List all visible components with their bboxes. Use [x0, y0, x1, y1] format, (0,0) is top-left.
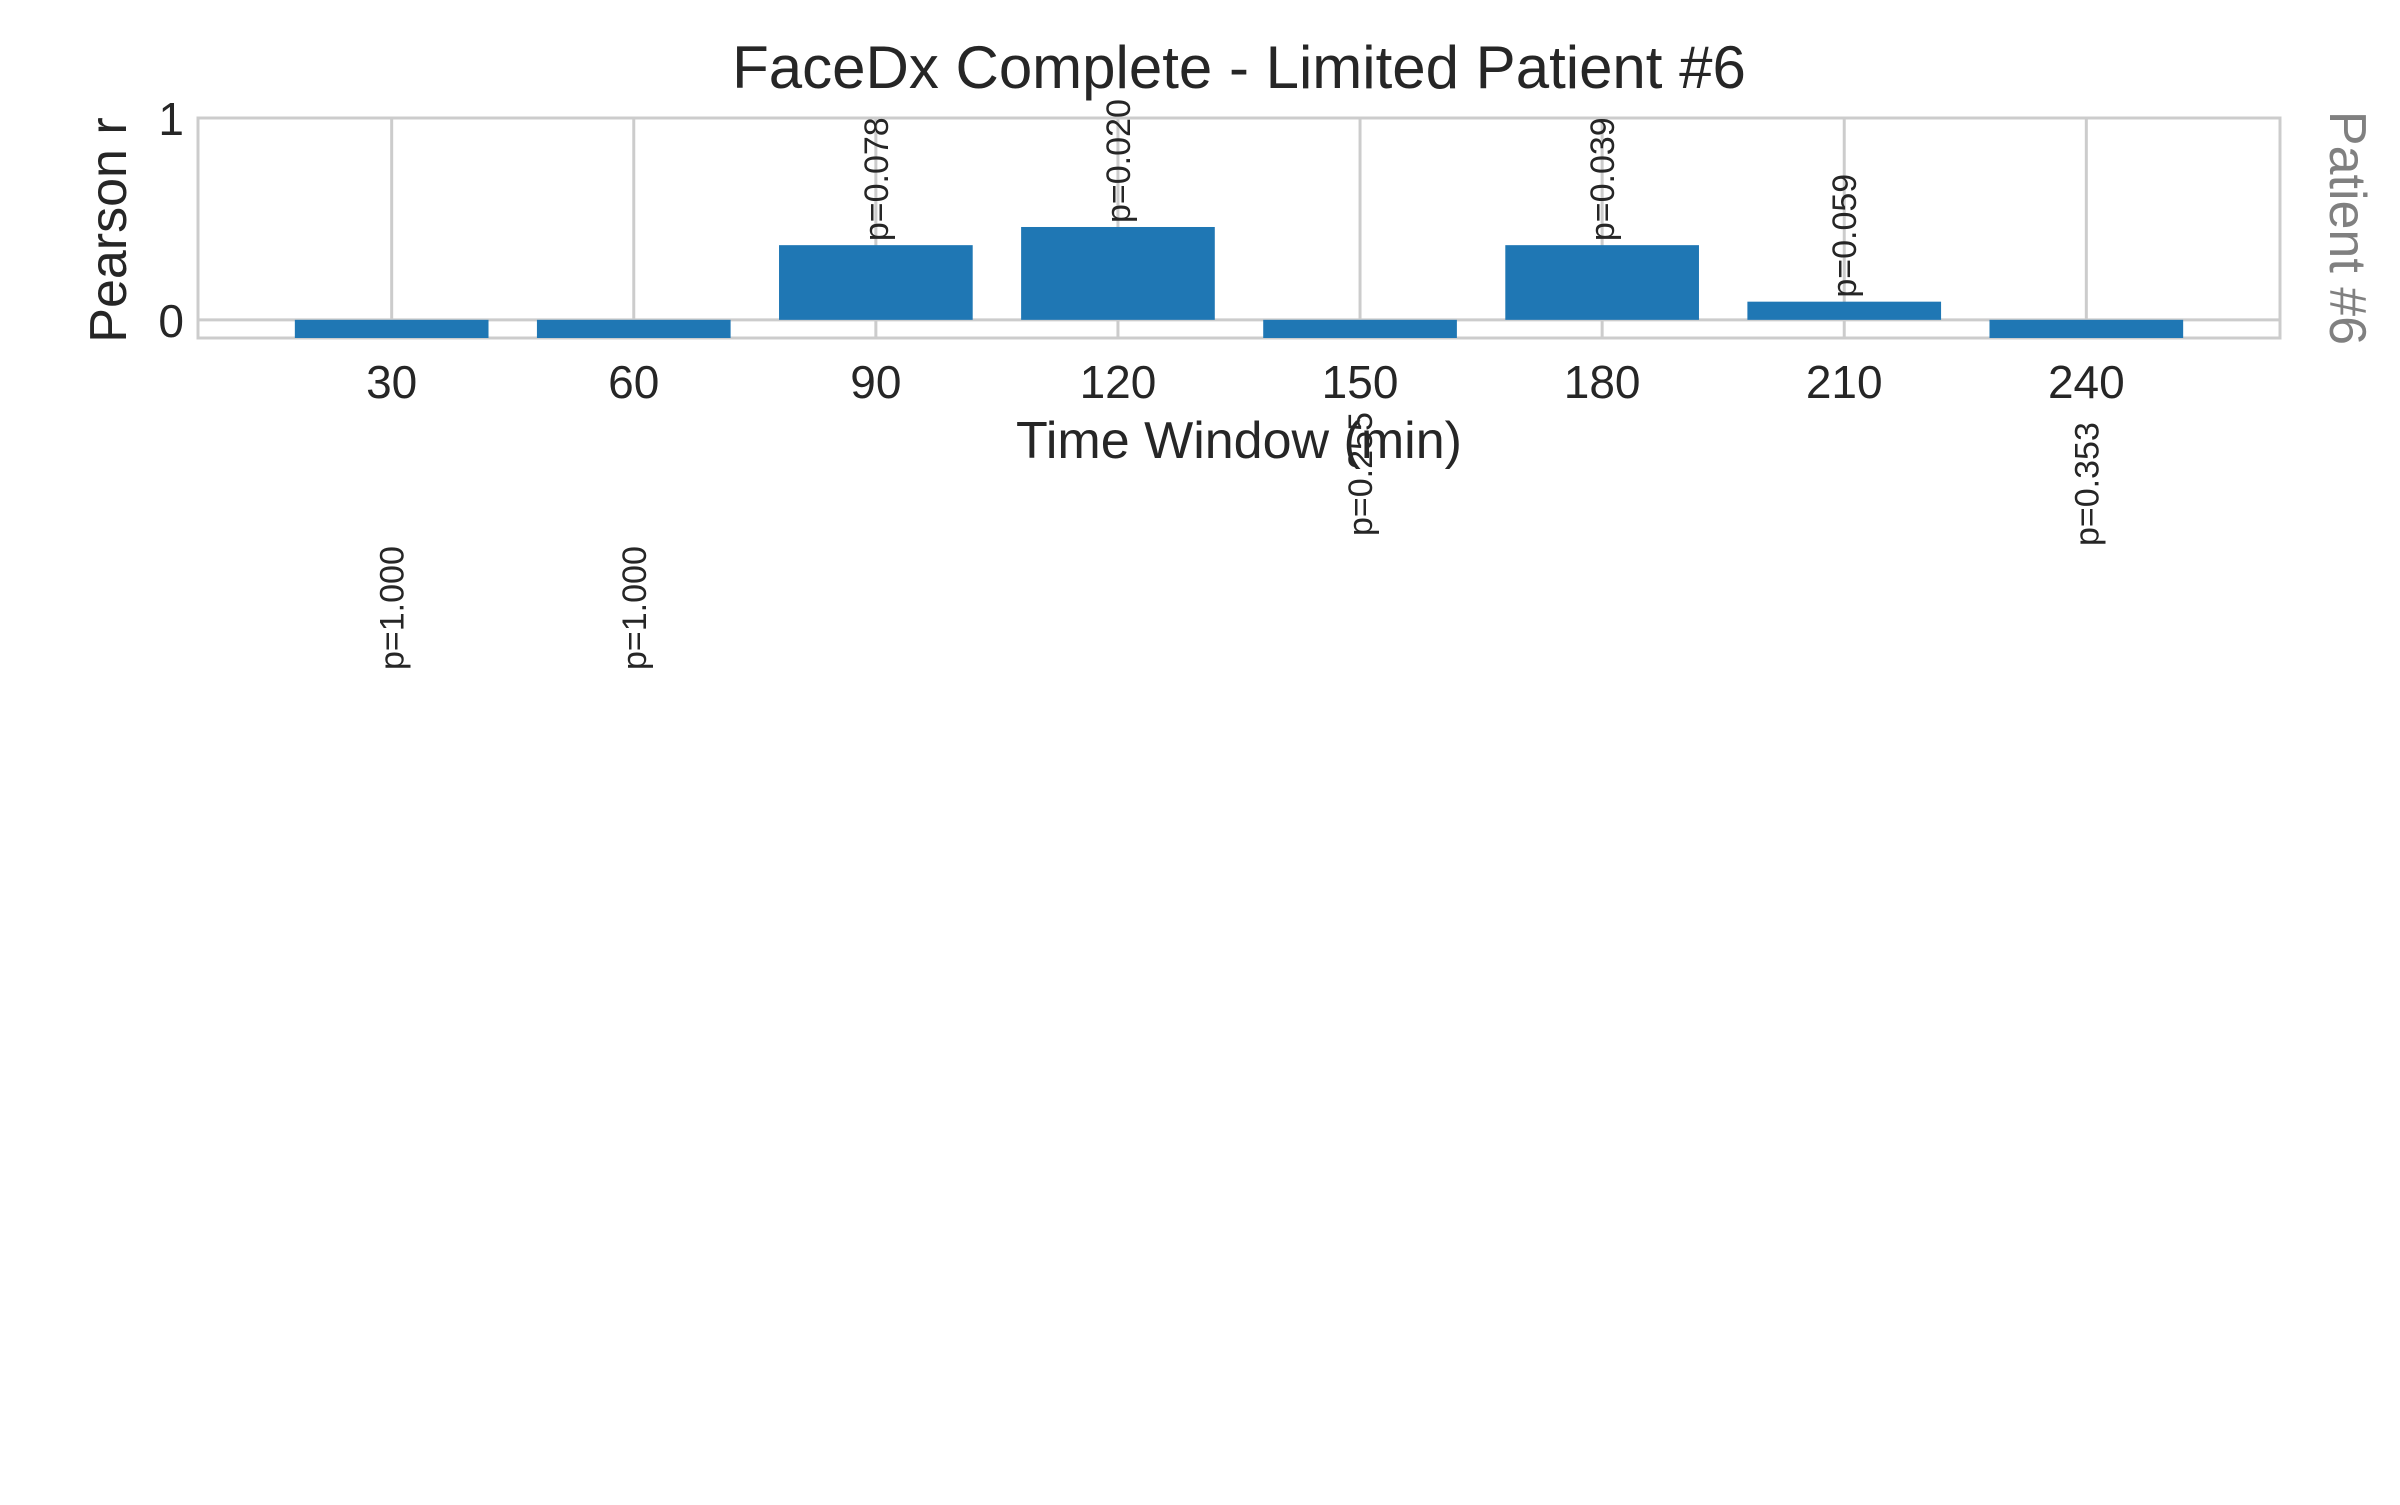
x-tick-label: 150 — [1322, 356, 1399, 408]
bar-p-value-label: p=0.255 — [1342, 412, 1380, 536]
x-tick-label: 90 — [850, 356, 901, 408]
y-tick-label: 1 — [158, 93, 184, 145]
y-axis-label: Pearson r — [80, 117, 138, 342]
x-tick-label: 60 — [608, 356, 659, 408]
x-tick-label: 240 — [2048, 356, 2125, 408]
x-tick-label: 210 — [1806, 356, 1883, 408]
bar — [1263, 319, 1457, 338]
bar-p-value-label: p=0.039 — [1584, 117, 1622, 241]
patient-side-label: Patient #6 — [2318, 111, 2376, 345]
bar-p-value-label: p=0.059 — [1826, 174, 1864, 298]
bar — [1747, 301, 1942, 320]
bar — [1021, 226, 1215, 320]
bars-layer — [294, 226, 2184, 338]
labels-layer: 0 1 30 p=1.000 60 p=1.000 90 p=0.078 120 p=0.020 1… — [158, 93, 2124, 670]
bar-p-value-label: p=0.020 — [1100, 99, 1138, 223]
x-tick-label: 180 — [1564, 356, 1641, 408]
bar — [779, 245, 973, 320]
bar-p-value-label: p=1.000 — [374, 546, 412, 670]
x-tick-label: 120 — [1080, 356, 1157, 408]
plot-frame — [196, 116, 2282, 340]
x-tick-label: 30 — [366, 356, 417, 408]
bar-p-value-label: p=0.353 — [2068, 422, 2106, 546]
chart-title: FaceDx Complete - Limited Patient #6 — [732, 34, 1746, 101]
bar — [294, 319, 489, 338]
y-tick-label: 0 — [158, 295, 184, 347]
x-axis-label: Time Window (min) — [1016, 412, 1462, 470]
bar-p-value-label: p=1.000 — [616, 546, 654, 670]
bar — [1505, 245, 1699, 320]
bar — [536, 319, 731, 338]
bar-p-value-label: p=0.078 — [858, 117, 896, 241]
grid-layer — [198, 116, 2280, 338]
bar — [1989, 319, 2184, 338]
